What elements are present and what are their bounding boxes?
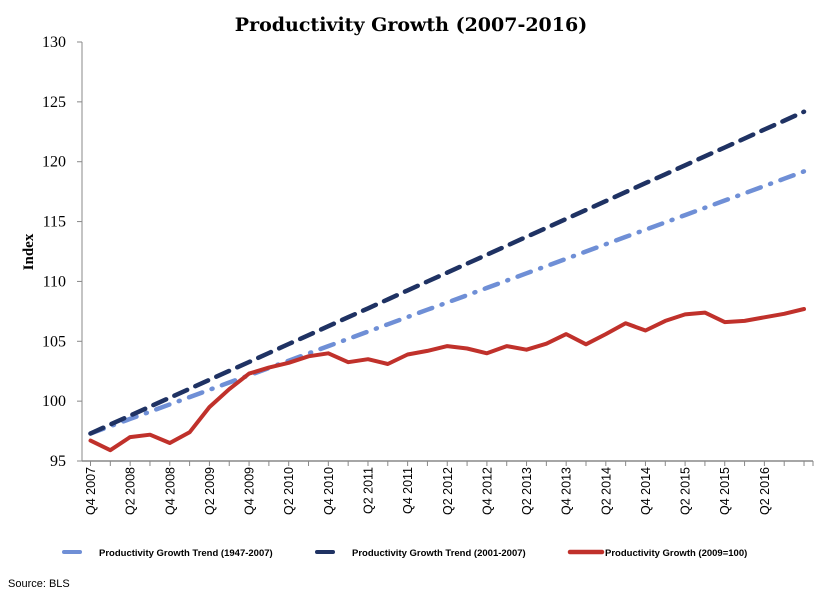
x-tick-label: Q2 2014 xyxy=(599,467,613,515)
y-tick-label: 105 xyxy=(42,333,66,350)
x-tick-label: Q2 2015 xyxy=(679,467,693,515)
y-tick-label: 130 xyxy=(42,34,66,51)
y-tick-label: 115 xyxy=(43,214,66,231)
series-productivity-growth-line xyxy=(88,307,806,453)
y-axis-label: Index xyxy=(21,233,37,270)
series-trend-1947-2007-line xyxy=(88,169,807,436)
legend: Productivity Growth Trend (1947-2007) Pr… xyxy=(62,548,747,559)
x-tick-label: Q4 2011 xyxy=(401,467,415,514)
x-tick-label: Q4 2008 xyxy=(163,467,177,515)
y-axis: 95 100 105 110 115 120 125 130 xyxy=(42,34,83,470)
x-axis: Q4 2007 Q2 2008 Q4 2008 Q2 2009 Q4 2009 Q2 20… xyxy=(82,460,814,515)
x-tick-label: Q4 2012 xyxy=(480,467,494,515)
chart-title: Productivity Growth (2007-2016) xyxy=(235,14,587,36)
x-tick-label: Q2 2008 xyxy=(124,467,138,515)
y-tick-label: 110 xyxy=(43,273,66,290)
x-tick-label: Q2 2010 xyxy=(282,467,296,515)
x-tick-label: Q2 2016 xyxy=(758,467,772,515)
y-tick-label: 125 xyxy=(42,94,66,111)
series-trend-2001-2007-line xyxy=(88,109,807,436)
x-tick-label: Q4 2009 xyxy=(243,467,257,515)
x-tick-label: Q2 2012 xyxy=(441,467,455,515)
x-tick-label: Q2 2011 xyxy=(361,467,375,514)
y-tick-label: 120 xyxy=(42,154,66,171)
legend-label-trend-1947-2007: Productivity Growth Trend (1947-2007) xyxy=(99,548,273,559)
y-tick-label: 100 xyxy=(42,393,66,410)
x-tick-label: Q2 2013 xyxy=(520,467,534,515)
x-tick-label: Q4 2013 xyxy=(560,467,574,515)
x-tick-label: Q2 2009 xyxy=(203,467,217,515)
x-tick-label: Q4 2014 xyxy=(639,467,653,515)
legend-label-trend-2001-2007: Productivity Growth Trend (2001-2007) xyxy=(352,548,526,559)
source-note: Source: BLS xyxy=(8,578,70,590)
plot-area xyxy=(88,109,807,453)
legend-label-productivity-growth: Productivity Growth (2009=100) xyxy=(605,548,747,559)
x-tick-label: Q4 2007 xyxy=(84,467,98,515)
x-tick-label: Q4 2015 xyxy=(718,467,732,515)
x-tick-label: Q4 2010 xyxy=(322,467,336,515)
y-tick-label: 95 xyxy=(50,453,66,470)
